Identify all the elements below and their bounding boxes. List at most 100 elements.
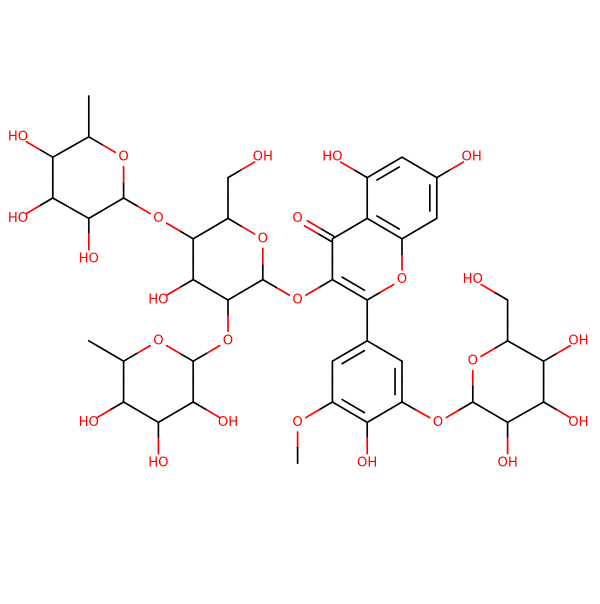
bond — [524, 350, 545, 363]
bond — [101, 143, 117, 154]
atom-label: O — [292, 211, 302, 226]
bond — [480, 347, 496, 358]
bond — [418, 166, 438, 179]
atom-label: HO — [148, 456, 168, 471]
bond — [174, 401, 195, 414]
bond — [383, 401, 403, 414]
bond — [122, 197, 138, 207]
bond — [331, 350, 351, 363]
atom-label: OH — [461, 150, 481, 165]
bond — [449, 161, 465, 171]
bond — [435, 168, 451, 179]
bond — [179, 352, 195, 363]
bond — [339, 161, 355, 171]
bond — [87, 135, 103, 146]
bond — [506, 411, 527, 424]
bond — [353, 168, 369, 179]
bond — [136, 204, 151, 215]
bond — [376, 166, 401, 181]
bond — [25, 140, 41, 151]
atom-label: OH — [568, 333, 588, 348]
bond — [445, 408, 461, 419]
bond — [87, 207, 108, 220]
bond — [401, 227, 421, 240]
atom-label: HO — [79, 252, 99, 267]
bond — [493, 291, 509, 301]
atom-label: O — [468, 354, 478, 369]
bond — [209, 217, 229, 230]
bond — [179, 230, 195, 240]
bond — [140, 411, 160, 424]
bond — [38, 148, 54, 159]
bond — [244, 278, 264, 291]
bond — [366, 411, 386, 424]
bond — [379, 283, 395, 294]
bond — [306, 219, 322, 230]
atom-label: O — [433, 415, 443, 430]
bond — [192, 227, 212, 240]
bond — [165, 344, 181, 355]
atom-label: O — [258, 231, 268, 246]
bond — [319, 227, 335, 238]
bond — [493, 339, 509, 350]
bond — [366, 217, 386, 230]
bond — [209, 288, 229, 301]
bond — [489, 411, 509, 424]
bond — [192, 401, 208, 411]
bond — [192, 352, 208, 363]
bond — [105, 197, 125, 210]
atom-label: HO — [463, 272, 483, 287]
bond — [205, 344, 221, 355]
atom-label: O — [118, 150, 128, 165]
atom-label: HO — [322, 150, 342, 165]
bond — [331, 227, 351, 240]
bond — [136, 344, 151, 355]
bond — [105, 350, 125, 363]
bond — [366, 166, 386, 179]
bond — [122, 352, 138, 363]
atom-label: O — [153, 211, 163, 226]
bond — [227, 288, 247, 301]
bond — [303, 224, 319, 235]
bond — [192, 278, 212, 291]
atom-label: O — [397, 272, 407, 287]
bond — [305, 408, 320, 419]
bond — [69, 135, 90, 148]
bond — [165, 286, 181, 296]
bond — [471, 401, 492, 414]
bond — [69, 207, 90, 220]
bond — [556, 408, 571, 419]
bond — [96, 408, 112, 419]
bond — [205, 408, 221, 419]
bond — [240, 225, 256, 235]
atom-label: OH — [497, 456, 517, 471]
bond — [51, 146, 72, 159]
atom-label: HO — [79, 415, 99, 430]
bond — [331, 401, 351, 414]
bond — [305, 286, 320, 296]
bond — [542, 401, 558, 411]
bond — [366, 339, 386, 352]
bond — [376, 215, 401, 230]
bond — [261, 278, 277, 289]
bond — [122, 401, 142, 414]
bond — [51, 197, 72, 210]
atom-label: O — [292, 293, 302, 308]
bond — [87, 339, 108, 352]
atom-label: OH — [218, 415, 238, 430]
bond — [348, 339, 369, 352]
bond — [524, 401, 545, 414]
bond — [401, 401, 417, 411]
atom-label: HO — [148, 293, 168, 308]
bond — [348, 411, 369, 424]
bond — [109, 401, 125, 411]
bond — [227, 168, 243, 179]
bond — [341, 276, 366, 292]
bond — [401, 156, 421, 169]
bond — [275, 286, 291, 296]
bond — [318, 401, 334, 411]
